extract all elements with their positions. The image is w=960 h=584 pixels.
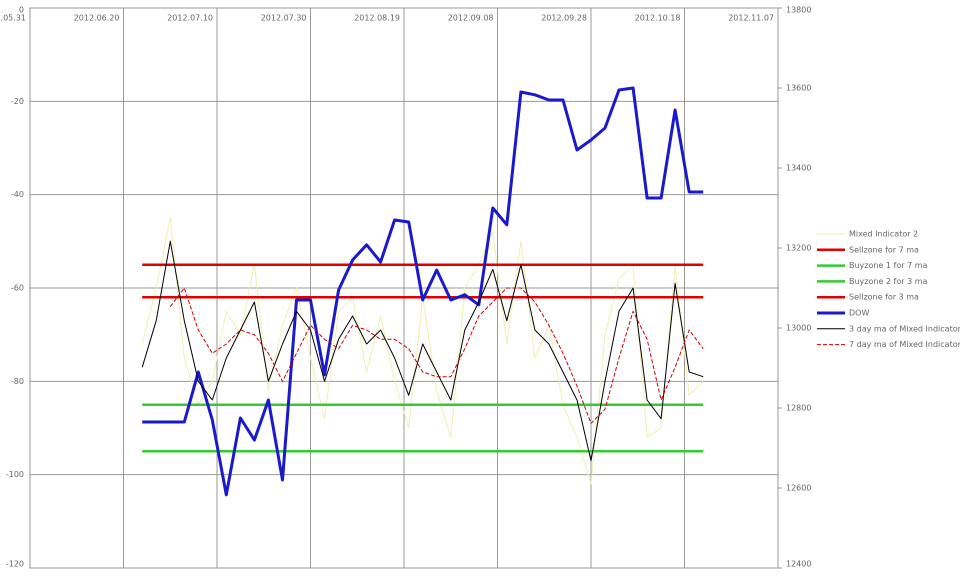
legend-label: 7 day ma of Mixed Indicator 2 — [849, 340, 960, 349]
legend-label: Buyzone 1 for 7 ma — [849, 261, 928, 270]
x-tick-label: 2012.05.31 — [0, 14, 26, 23]
legend-label: DOW — [849, 309, 869, 318]
x-tick-label: 2012.10.18 — [635, 14, 681, 23]
legend-label: Mixed Indicator 2 — [849, 230, 918, 239]
x-tick-label: 2012.09.28 — [541, 14, 587, 23]
legend-label: Sellzone for 3 ma — [849, 293, 919, 302]
y2-tick-label: 13000 — [786, 324, 811, 333]
y2-tick-label: 13800 — [786, 6, 811, 15]
legend-label: Buyzone 2 for 3 ma — [849, 277, 928, 286]
label-layer: 2012.05.31 2012.06.20 2012.07.10 2012.07.30… — [0, 6, 960, 569]
y2-tick-label: 13400 — [786, 164, 811, 173]
y-tick-label: -40 — [11, 190, 24, 199]
grid-layer — [29, 7, 782, 569]
x-tick-label: 2012.09.08 — [448, 14, 494, 23]
x-tick-label: 2012.06.20 — [74, 14, 120, 23]
y-tick-label: -80 — [11, 377, 24, 386]
y2-tick-label: 12600 — [786, 484, 811, 493]
series-layer — [141, 86, 704, 497]
series-line — [169, 287, 704, 424]
series-line — [141, 240, 704, 462]
legend-label: Sellzone for 7 ma — [849, 245, 919, 254]
legend-label: 3 day ma of Mixed Indicator 2 — [849, 324, 960, 333]
x-tick-label: 2012.08.19 — [354, 14, 400, 23]
x-tick-label: 2012.07.30 — [261, 14, 307, 23]
y-tick-label: -120 — [6, 560, 24, 569]
y-tick-label: 0 — [19, 6, 24, 15]
y2-tick-label: 13200 — [786, 244, 811, 253]
x-tick-label: 2012.11.07 — [728, 14, 774, 23]
y-tick-label: -20 — [11, 97, 24, 106]
series-line — [142, 86, 704, 497]
y-tick-label: -60 — [11, 284, 24, 293]
y2-tick-label: 13600 — [786, 84, 811, 93]
y2-tick-label: 12800 — [786, 404, 811, 413]
x-tick-label: 2012.07.10 — [167, 14, 213, 23]
y-tick-label: -100 — [6, 470, 24, 479]
y2-tick-label: 12400 — [786, 560, 811, 569]
